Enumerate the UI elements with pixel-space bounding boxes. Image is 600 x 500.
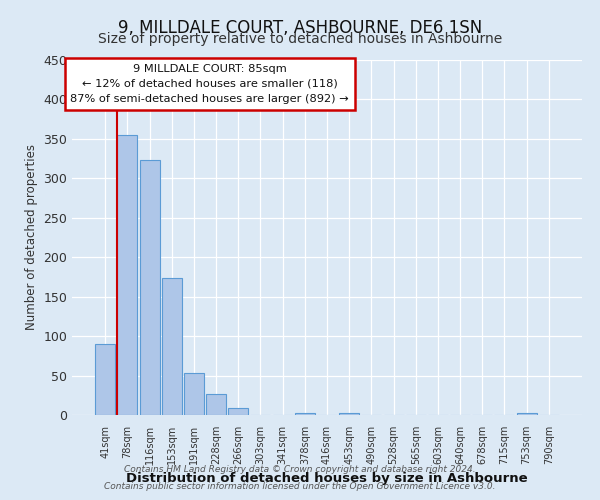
Bar [206,394,226,415]
Y-axis label: Number of detached properties: Number of detached properties [25,144,38,330]
Bar [228,408,248,415]
Bar [339,412,359,415]
Bar [517,412,536,415]
Bar [118,135,137,415]
Bar [140,160,160,415]
Text: Contains public sector information licensed under the Open Government Licence v3: Contains public sector information licen… [104,482,496,491]
Text: Contains HM Land Registry data © Crown copyright and database right 2024.: Contains HM Land Registry data © Crown c… [124,464,476,473]
Bar [162,278,182,415]
Text: Size of property relative to detached houses in Ashbourne: Size of property relative to detached ho… [98,32,502,46]
Bar [184,373,204,415]
Text: 9, MILLDALE COURT, ASHBOURNE, DE6 1SN: 9, MILLDALE COURT, ASHBOURNE, DE6 1SN [118,19,482,37]
Bar [95,344,115,415]
X-axis label: Distribution of detached houses by size in Ashbourne: Distribution of detached houses by size … [126,472,528,486]
Text: 9 MILLDALE COURT: 85sqm
← 12% of detached houses are smaller (118)
87% of semi-d: 9 MILLDALE COURT: 85sqm ← 12% of detache… [70,64,349,104]
Bar [295,412,315,415]
